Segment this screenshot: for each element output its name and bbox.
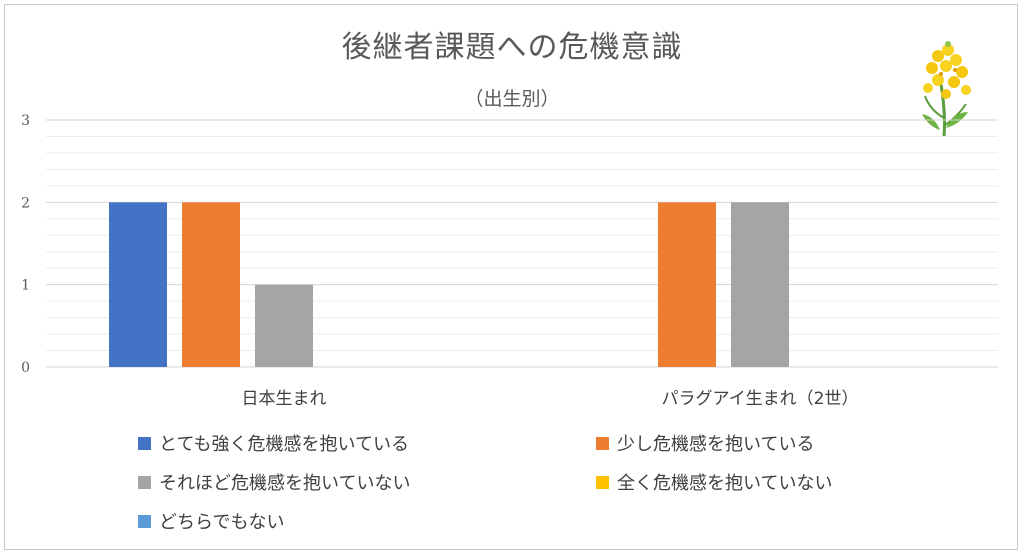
y-tick-label: 2 bbox=[21, 195, 30, 211]
bar bbox=[731, 202, 789, 367]
y-tick-label: 0 bbox=[21, 360, 30, 376]
bar bbox=[658, 202, 716, 367]
x-tick-label: 日本生まれ bbox=[242, 389, 327, 409]
bar bbox=[255, 284, 313, 367]
chart-subtitle: （出生別） bbox=[464, 88, 560, 110]
y-tick-label: 3 bbox=[21, 113, 30, 129]
bar bbox=[109, 202, 167, 367]
bar bbox=[182, 202, 240, 367]
y-tick-label: 1 bbox=[21, 278, 30, 294]
x-tick-label: パラグアイ生まれ（2世） bbox=[662, 389, 859, 409]
chart-frame bbox=[4, 4, 1018, 550]
chart-title: 後継者課題への危機意識 bbox=[341, 30, 683, 65]
rapeseed-flower-icon bbox=[922, 41, 971, 137]
